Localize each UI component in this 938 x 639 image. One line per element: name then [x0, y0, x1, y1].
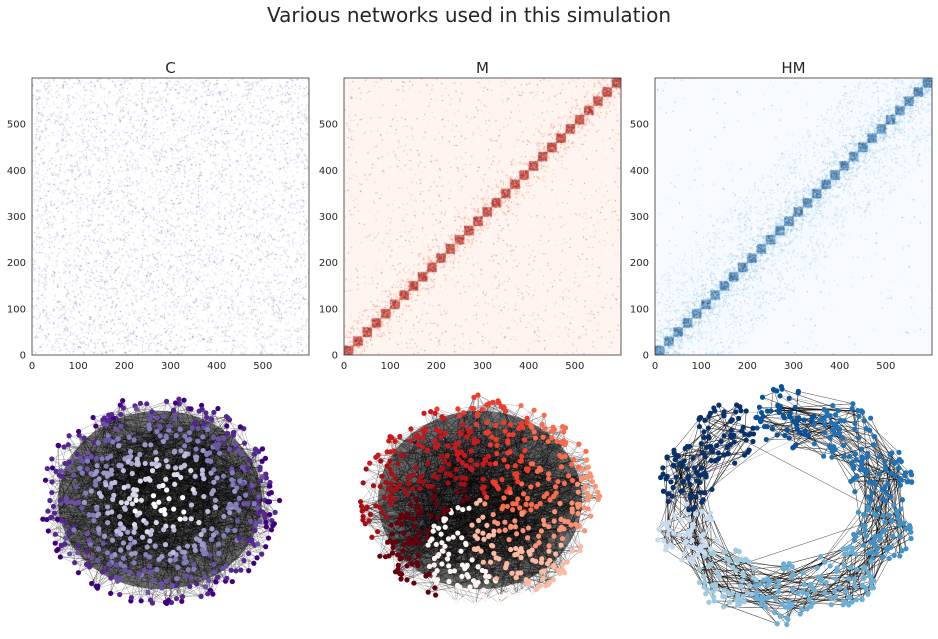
x-tick-label: 200 [115, 361, 134, 372]
x-tick-label: 300 [473, 361, 492, 372]
x-tick-label: 500 [565, 361, 584, 372]
heatmap-cells [655, 78, 932, 355]
x-tick-label: 500 [253, 361, 272, 372]
y-tick-label: 300 [7, 212, 26, 223]
x-tick-label: 400 [830, 361, 849, 372]
x-tick-label: 100 [381, 361, 400, 372]
network-graph-1 [10, 375, 310, 625]
y-tick-label: 500 [319, 120, 338, 131]
y-tick-label: 300 [319, 212, 338, 223]
network-nodes-and-edges [10, 375, 310, 625]
x-tick-label: 0 [29, 361, 35, 372]
network-nodes-and-edges [635, 380, 935, 630]
heatmap-C: C 0 100 200 300 400 500 0 100 200 300 400 500 [7, 59, 310, 372]
y-tick-label: 0 [20, 351, 26, 362]
x-tick-label: 0 [652, 361, 658, 372]
figure-title: Various networks used in this simulation [267, 3, 671, 27]
x-tick-label: 100 [692, 361, 711, 372]
x-tick-label: 100 [69, 361, 88, 372]
x-tick-label: 500 [876, 361, 895, 372]
y-tick-label: 400 [319, 166, 338, 177]
axes-frame [31, 77, 310, 356]
panel-title: HM [781, 59, 805, 77]
heatmap-cells [32, 78, 309, 355]
y-tick-label: 400 [7, 166, 26, 177]
axes-frame [343, 77, 622, 356]
y-tick-label: 100 [319, 304, 338, 315]
network-nodes-and-edges [330, 375, 630, 625]
y-tick-label: 200 [630, 258, 649, 269]
y-tick-label: 0 [332, 351, 338, 362]
x-tick-label: 200 [738, 361, 757, 372]
y-tick-label: 100 [630, 304, 649, 315]
y-tick-label: 100 [7, 304, 26, 315]
network-graph-3 [635, 380, 935, 630]
axes-frame [654, 77, 933, 356]
x-tick-label: 0 [341, 361, 347, 372]
y-tick-label: 0 [643, 351, 649, 362]
y-tick-label: 400 [630, 166, 649, 177]
y-tick-label: 300 [630, 212, 649, 223]
network-graph-2 [330, 375, 630, 625]
y-tick-label: 500 [630, 120, 649, 131]
x-tick-label: 400 [207, 361, 226, 372]
y-tick-label: 200 [7, 258, 26, 269]
panel-title: M [476, 59, 489, 77]
network-panels [10, 375, 935, 630]
x-tick-label: 300 [784, 361, 803, 372]
heatmap-cells [344, 78, 621, 355]
panel-title: C [165, 59, 175, 77]
x-tick-label: 400 [519, 361, 538, 372]
y-tick-label: 200 [319, 258, 338, 269]
heatmap-panels: C 0 100 200 300 400 500 0 100 200 300 400 500 M 0 100 20… [7, 59, 933, 372]
heatmap-HM: HM 0 100 200 300 400 500 0 100 200 300 400 500 [630, 59, 933, 372]
x-tick-label: 200 [427, 361, 446, 372]
heatmap-M: M 0 100 200 300 400 500 0 100 200 300 400 500 [319, 59, 622, 372]
y-tick-label: 500 [7, 120, 26, 131]
x-tick-label: 300 [161, 361, 180, 372]
